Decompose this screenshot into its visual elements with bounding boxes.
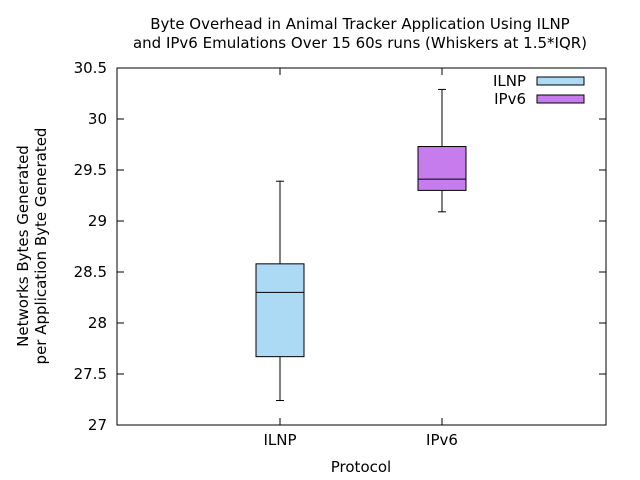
x-axis-label: Protocol	[331, 458, 391, 476]
y-tick-label-3: 28.5	[74, 263, 107, 281]
plot-border	[116, 67, 607, 426]
legend-swatch-ilnp	[536, 76, 585, 86]
legend-label-ipv6: IPv6	[494, 90, 526, 108]
y-tick-label-2: 28	[88, 314, 107, 332]
legend-label-ilnp: ILNP	[493, 72, 526, 90]
legend-swatch-ipv6	[536, 94, 585, 104]
y-tick-label-5: 29.5	[74, 161, 107, 179]
chart-title: Byte Overhead in Animal Tracker Applicat…	[150, 15, 569, 33]
y-axis-label-line1: Networks Bytes Generated	[14, 145, 32, 347]
y-tick-label-6: 30	[88, 110, 107, 128]
ipv6-box	[417, 146, 467, 191]
chart-subtitle: and IPv6 Emulations Over 15 60s runs (Wh…	[133, 34, 587, 52]
y-tick-label-0: 27	[88, 416, 107, 434]
y-tick-label-1: 27.5	[74, 365, 107, 383]
x-tick-label-ilnp: ILNP	[263, 431, 296, 449]
y-tick-label-7: 30.5	[74, 59, 107, 77]
x-tick-label-ipv6: IPv6	[426, 431, 458, 449]
ilnp-box	[255, 263, 305, 358]
y-axis-label-line2: per Application Byte Generated	[32, 128, 50, 365]
y-tick-label-4: 29	[88, 212, 107, 230]
